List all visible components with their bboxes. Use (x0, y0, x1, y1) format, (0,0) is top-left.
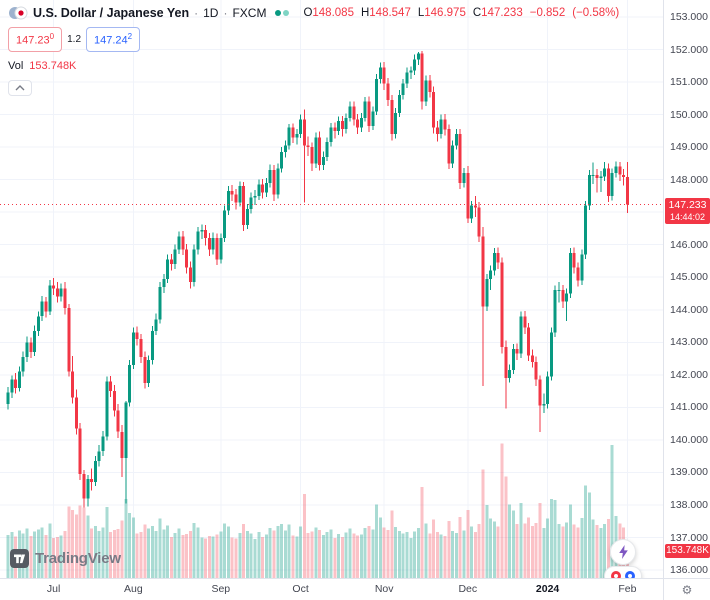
gear-icon[interactable]: ⚙ (681, 582, 693, 597)
price-tick: 138.000 (670, 498, 708, 511)
grid-lines (0, 0, 663, 578)
time-label: Sep (211, 583, 231, 595)
collapse-indicator-button[interactable] (8, 79, 32, 96)
lightning-icon (618, 545, 628, 559)
ohlc-values: O148.085 H148.547 L146.975 C147.233 −0.8… (303, 7, 619, 19)
bar-countdown: 14:44:02 (669, 211, 706, 222)
tradingview-logo-text: TradingView (35, 550, 121, 567)
scale-settings-corner: ⚙ (663, 579, 710, 600)
time-label: Nov (374, 583, 394, 595)
change-value: −0.852 (529, 7, 566, 19)
volume-legend: Vol 153.748K (8, 60, 619, 72)
price-scale[interactable]: 147.233 14:44:02 153.748K 136.000 137.000… (663, 0, 710, 578)
price-tick: 153.000 (670, 11, 708, 23)
chart-pane[interactable] (0, 0, 663, 578)
tradingview-logo[interactable]: TradingView (10, 549, 121, 568)
price-tick: 141.000 (670, 401, 708, 414)
open-value: 148.085 (312, 7, 354, 19)
legend-tools-row (8, 79, 619, 96)
tradingview-logo-icon (10, 549, 29, 568)
legend-separator: · (194, 6, 199, 20)
price-tick: 143.000 (670, 336, 708, 349)
price-tick: 149.000 (670, 141, 708, 154)
low-value: 146.975 (424, 7, 466, 19)
volume-value: 153.748K (29, 59, 77, 72)
price-tick: 145.000 (670, 271, 708, 284)
price-tick: 136.000 (670, 564, 708, 576)
high-value: 148.547 (369, 7, 411, 19)
time-label: Oct (292, 583, 309, 595)
close-value: 147.233 (481, 7, 523, 19)
price-tick: 139.000 (670, 466, 708, 479)
market-status-icon (275, 10, 290, 16)
buy-price: 147.24 (94, 34, 128, 47)
timeframe[interactable]: 1D (203, 6, 219, 20)
legend-main-row: U.S. Dollar / Japanese Yen · 1D · FXCM O… (8, 6, 619, 20)
buy-button[interactable]: 147.242 (86, 27, 141, 52)
sell-price: 147.23 (16, 34, 50, 47)
price-tick: 144.000 (670, 303, 708, 316)
price-tick: 150.000 (670, 108, 708, 121)
price-tick: 148.000 (670, 173, 708, 186)
time-label: Aug (124, 583, 143, 595)
volume-bars (6, 443, 629, 578)
low-label: L (417, 7, 425, 19)
buy-price-sup: 2 (127, 32, 133, 41)
close-label: C (472, 7, 482, 19)
price-tick: 137.000 (670, 531, 708, 544)
volume-axis-label: 153.748K (665, 544, 710, 559)
symbol-title[interactable]: U.S. Dollar / Japanese Yen (33, 6, 190, 20)
candlestick-chart[interactable] (0, 0, 663, 578)
sell-price-sup: 0 (49, 32, 55, 41)
legend-separator: · (223, 6, 228, 20)
price-tick: 152.000 (670, 43, 708, 56)
open-label: O (303, 7, 313, 19)
quick-order-button[interactable] (610, 539, 636, 565)
sell-button[interactable]: 147.230 (8, 27, 63, 52)
spread-value: 1.2 (67, 33, 82, 45)
price-tick: 146.000 (670, 238, 708, 251)
change-percent: (−0.58%) (572, 7, 620, 19)
high-label: H (360, 7, 370, 19)
price-tick: 151.000 (670, 76, 708, 89)
price-tick: 142.000 (670, 368, 708, 381)
symbol-pair-icon (8, 6, 28, 20)
time-label: Feb (618, 583, 637, 595)
time-scale[interactable]: ⚙ Jul Aug Sep Oct Nov Dec 2024 Feb (0, 578, 710, 600)
time-label: 2024 (535, 583, 560, 595)
trade-panel: 147.230 1.2 147.242 (8, 27, 619, 52)
last-price-label[interactable]: 147.233 14:44:02 (665, 197, 710, 224)
time-label: Jul (46, 583, 61, 595)
symbol-legend: U.S. Dollar / Japanese Yen · 1D · FXCM O… (8, 6, 619, 96)
time-label: Dec (458, 583, 478, 595)
candles (6, 50, 629, 508)
chevron-up-icon (15, 84, 25, 91)
exchange[interactable]: FXCM (232, 6, 267, 20)
price-tick: 140.000 (670, 433, 708, 446)
volume-label[interactable]: Vol (8, 59, 24, 72)
last-price-value: 147.233 (668, 198, 707, 211)
